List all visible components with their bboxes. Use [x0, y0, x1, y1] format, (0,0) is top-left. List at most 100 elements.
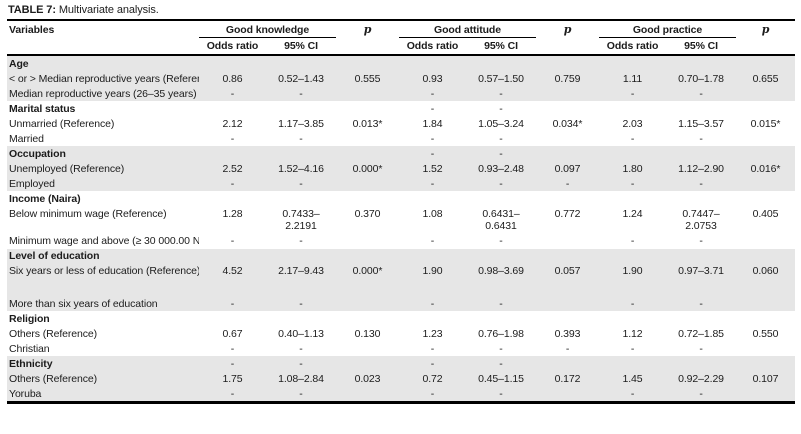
row-label: Unmarried (Reference)	[9, 117, 115, 130]
cell: -	[299, 235, 303, 247]
cell: 0.015*	[750, 117, 781, 130]
multivariate-analysis-table: Variables Good knowledge p Good attitude…	[7, 19, 796, 404]
cell: 1.90	[399, 263, 466, 296]
cell: 0.6431– 0.6431	[482, 207, 520, 233]
cell: 0.550	[752, 327, 779, 340]
cell: -	[499, 342, 503, 355]
page: TABLE 7: Multivariate analysis. Variable…	[7, 4, 796, 404]
cell	[399, 191, 466, 206]
column-header-ci-knowledge: 95% CI	[266, 37, 336, 56]
cell	[336, 311, 399, 326]
cell	[736, 248, 796, 264]
cell	[199, 55, 266, 71]
cell: 1.15–3.57	[678, 117, 724, 130]
cell: 1.80	[599, 161, 667, 176]
cell: 0.370	[354, 207, 381, 220]
cell: -	[536, 176, 600, 191]
cell	[736, 356, 796, 371]
cell: 4.52	[199, 263, 266, 296]
cell	[736, 296, 796, 311]
cell: 0.000*	[336, 161, 399, 176]
cell	[266, 146, 336, 161]
row-label: Marital status	[9, 102, 76, 115]
cell	[266, 311, 336, 326]
cell: -	[399, 356, 466, 371]
cell	[666, 55, 737, 71]
cell: -	[666, 386, 737, 403]
cell: -	[299, 132, 303, 145]
cell	[599, 311, 666, 326]
cell	[599, 55, 667, 71]
cell: 1.52–4.16	[266, 161, 336, 176]
cell: -	[466, 296, 537, 311]
cell	[199, 191, 266, 206]
cell: 1.28	[222, 207, 243, 220]
cell: -	[266, 356, 336, 371]
cell: -	[499, 102, 503, 115]
row-label: Income (Naira)	[9, 192, 81, 205]
column-header-ci-practice: 95% CI	[666, 37, 737, 56]
cell: -	[466, 386, 537, 403]
row-label: Religion	[9, 312, 50, 325]
row-label: More than six years of education	[7, 296, 199, 311]
cell: -	[399, 86, 466, 101]
cell	[536, 86, 600, 101]
cell	[266, 248, 336, 264]
row-label: Others (Reference)	[7, 371, 199, 386]
table-row: < or > Median reproductive years (Refere…	[7, 71, 796, 86]
cell: -	[266, 176, 336, 191]
cell	[536, 311, 599, 326]
cell: 0.060	[736, 263, 796, 296]
table-row: Ethnicity - - - -	[7, 356, 796, 371]
cell	[336, 191, 399, 206]
cell: -	[599, 386, 667, 403]
cell: 0.7433– 2.2191	[282, 207, 320, 233]
cell: 0.405	[752, 207, 779, 220]
cell: 0.107	[736, 371, 796, 386]
row-label: Below minimum wage (Reference)	[9, 207, 167, 220]
cell: 0.172	[536, 371, 600, 386]
cell: 0.034*	[552, 117, 583, 130]
column-header-odds-ratio-knowledge: Odds ratio	[199, 37, 266, 56]
cell	[536, 356, 600, 371]
cell	[536, 386, 600, 403]
cell	[536, 131, 599, 146]
cell: -	[266, 296, 336, 311]
cell: -	[466, 146, 537, 161]
cell	[466, 55, 537, 71]
cell: -	[230, 342, 235, 355]
cell: 0.57–1.50	[466, 71, 537, 86]
cell	[399, 248, 466, 264]
cell: -	[630, 235, 635, 247]
row-label: Level of education	[7, 248, 199, 264]
column-group-good-attitude: Good attitude	[399, 20, 537, 38]
cell: -	[430, 102, 435, 115]
row-label: Unemployed (Reference)	[7, 161, 199, 176]
cell: 1.11	[599, 71, 667, 86]
table-row: Yoruba - - - - - -	[7, 386, 796, 403]
cell	[336, 356, 399, 371]
cell	[466, 191, 536, 206]
cell: -	[466, 356, 537, 371]
row-label: Six years or less of education (Referenc…	[7, 263, 199, 296]
cell	[536, 234, 599, 249]
cell	[736, 146, 796, 161]
cell	[199, 248, 266, 264]
cell: 0.72	[399, 371, 466, 386]
cell: 2.17–9.43	[266, 263, 336, 296]
cell	[736, 101, 795, 116]
table-row: Others (Reference) 0.67 0.40–1.13 0.130 …	[7, 326, 795, 341]
cell	[336, 131, 399, 146]
cell: 1.84	[422, 117, 443, 130]
cell	[536, 55, 600, 71]
cell: -	[430, 235, 435, 247]
cell: 0.97–3.71	[666, 263, 737, 296]
cell: -	[630, 342, 635, 355]
cell	[599, 191, 666, 206]
cell: 0.86	[199, 71, 266, 86]
cell	[336, 386, 399, 403]
row-label: Median reproductive years (26–35 years)	[7, 86, 199, 101]
cell: -	[699, 342, 703, 355]
cell: -	[199, 386, 266, 403]
cell: 0.555	[336, 71, 399, 86]
